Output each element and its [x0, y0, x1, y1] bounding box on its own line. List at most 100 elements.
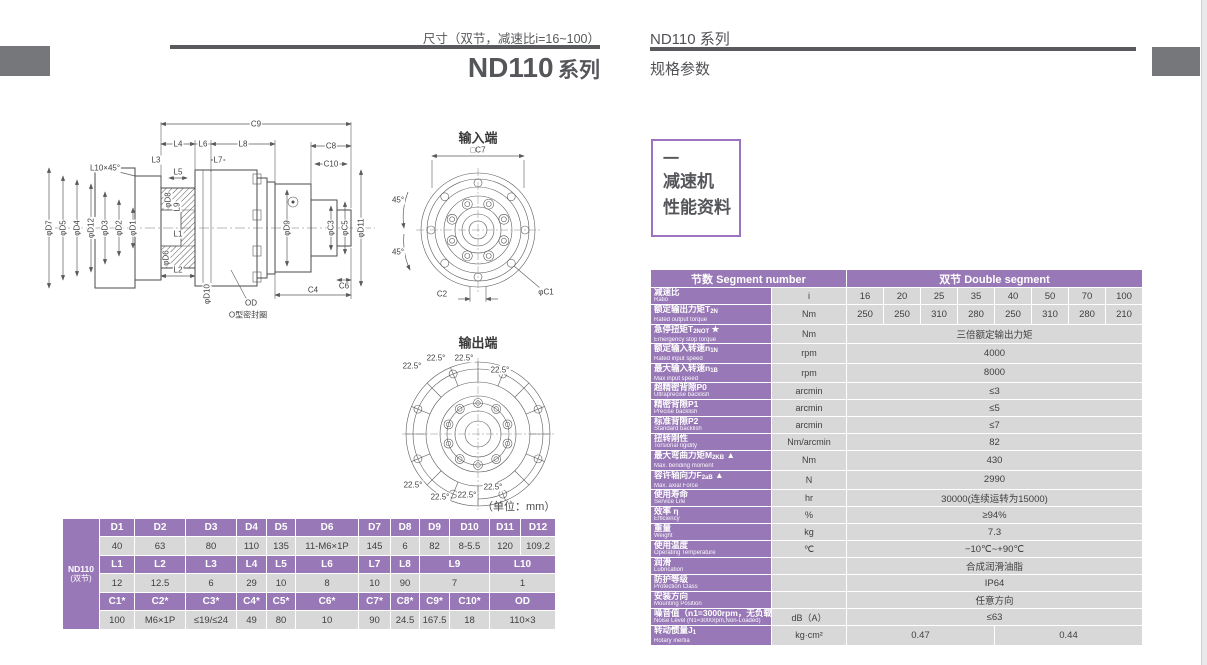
dim-label-pd12: φD12 — [86, 217, 96, 239]
dim-label-tr: 22.5° — [489, 365, 511, 375]
spec-value-cell: 30000(连续运转为15000) — [847, 490, 1142, 506]
dim-value-cell: 10 — [359, 574, 390, 592]
dim-label-pc5: φC5 — [340, 219, 350, 237]
dim-head-cell: C6* — [296, 593, 358, 610]
model-name: ND110 — [467, 52, 554, 83]
spec-row-label: 使用寿命 Service Life — [651, 490, 771, 506]
spec-row: 润滑 Lubrication 合成润滑油脂 — [651, 558, 1142, 574]
dim-head-cell: C7* — [359, 593, 390, 610]
dim-model-cell: ND110 (双节) — [63, 519, 99, 629]
dim-value-cell: 120 — [490, 537, 520, 555]
dim-head-cell: C5* — [267, 593, 295, 610]
dim-head-cell: C3* — [186, 593, 236, 610]
dim-label-l5: L5 — [172, 167, 184, 177]
spec-unit-cell: rpm — [772, 363, 846, 382]
dim-label-pc3: φC3 — [326, 219, 336, 237]
dim-head-cell: D7 — [359, 519, 390, 536]
dim-label-c7: □C7 — [469, 145, 487, 155]
dim-label-out_title: 输出端 — [458, 335, 498, 351]
spec-row-label: 标准背隙P2 Standard backlish — [651, 417, 771, 433]
dim-label-l9: L9 — [172, 201, 182, 213]
dim-label-pc1: φC1 — [537, 287, 555, 297]
dim-head-cell: D8 — [391, 519, 419, 536]
dim-head-cell: OD — [490, 593, 555, 610]
dim-head-cell: D9 — [420, 519, 449, 536]
spec-row: 额定输入转速n1N Rated input speed rpm 4000 — [651, 344, 1142, 363]
spec-unit-cell: arcmin — [772, 417, 846, 433]
spec-unit-cell: arcmin — [772, 383, 846, 399]
dim-value-cell: 49 — [237, 611, 266, 629]
spec-row: 最大输入转速n1B Max input speed rpm 8000 — [651, 363, 1142, 382]
spec-row-label: 急停扭矩T2NOT ★ Emergency stop torque — [651, 324, 771, 343]
spec-row-label: 效率 η Efficiency — [651, 507, 771, 523]
dim-label-pd4: φD4 — [72, 219, 82, 237]
spec-row: 急停扭矩T2NOT ★ Emergency stop torque Nm 三倍额定输出… — [651, 324, 1142, 343]
spec-row-label: 精密背隙P1 Precise backlish — [651, 400, 771, 416]
spec-unit-cell: ℃ — [772, 541, 846, 557]
spec-value-cell: 430 — [847, 451, 1142, 470]
left-title-rule — [170, 45, 600, 49]
spec-row-label: 减速比 Ratio — [651, 288, 771, 304]
spec-value-cell: ≤3 — [847, 383, 1142, 399]
spec-value-cell: ≤7 — [847, 417, 1142, 433]
dim-value-cell: 8-5.5 — [450, 537, 489, 555]
spec-unit-cell: rpm — [772, 344, 846, 363]
right-title-rule — [650, 47, 1136, 51]
dim-value-cell: 10 — [296, 611, 358, 629]
spec-row-label: 最大弯曲力矩M2KB ▲ Max. bending moment — [651, 451, 771, 470]
spec-value-cell: 82 — [847, 434, 1142, 450]
dim-head-cell: D5 — [267, 519, 295, 536]
spec-value-cell: 8000 — [847, 363, 1142, 382]
spec-header-right: 双节 Double segment — [847, 270, 1142, 287]
dim-label-pd11: φD11 — [356, 217, 366, 239]
dim-head-cell: C9* — [420, 593, 449, 610]
dim-label-a45a: 45° — [390, 195, 406, 205]
spec-row: 噪音值（n1=3000rpm，无负载） Noise Level (N1=3000r… — [651, 609, 1142, 625]
dim-value-cell: 6 — [186, 574, 236, 592]
dim-value-cell: 7 — [420, 574, 489, 592]
spec-unit-cell: Nm — [772, 324, 846, 343]
spec-row-label: 额定输入转速n1N Rated input speed — [651, 344, 771, 363]
spec-unit-cell: % — [772, 507, 846, 523]
dim-value-cell: 90 — [359, 611, 390, 629]
dim-label-pd10: φD10 — [202, 283, 212, 305]
dimension-note: 尺寸（双节，减速比i=16~100） — [422, 32, 600, 46]
dim-label-c9: C9 — [249, 119, 263, 129]
input-end-view: 输入端 □C7 45° 45° φC1 C2 — [390, 130, 575, 310]
spec-value-cell: 280 — [958, 305, 994, 324]
dim-head-cell: C1* — [100, 593, 134, 610]
left-corner-block — [0, 46, 50, 76]
dim-label-pd2: φD2 — [114, 219, 124, 237]
spec-header-left: 节数 Segment number — [651, 270, 846, 287]
spec-row: 超精密背隙P0 Ultraprecise backlish arcmin ≤3 — [651, 383, 1142, 399]
dim-head-cell: L10 — [490, 556, 555, 573]
dim-head-cell: L8 — [391, 556, 419, 573]
spec-unit-cell — [772, 592, 846, 608]
dim-label-c4: C4 — [306, 285, 320, 295]
spec-row: 使用温度 Operating Temperature ℃ −10℃~+90℃ — [651, 541, 1142, 557]
dim-label-l2: L2 — [172, 265, 184, 275]
dim-label-c8: C8 — [324, 141, 338, 151]
dim-head-cell: C8* — [391, 593, 419, 610]
dim-row: C1* C2* C3* C4* C5* C6* C7* C8* C9* C10* OD — [63, 593, 555, 610]
dim-head-cell: L9 — [420, 556, 489, 573]
spec-row-label: 超精密背隙P0 Ultraprecise backlish — [651, 383, 771, 399]
badge-line1: 减速机 — [663, 172, 714, 191]
dim-head-cell: L7 — [359, 556, 390, 573]
dim-label-l1: L1 — [172, 229, 184, 239]
dim-value-cell: 12 — [100, 574, 134, 592]
dim-label-br: 22.5° — [482, 482, 504, 492]
dim-head-cell: D3 — [186, 519, 236, 536]
dim-value-cell: 12.5 — [135, 574, 185, 592]
dim-value-cell: 90 — [391, 574, 419, 592]
spec-row-label: 转动惯量J1 Rotary inertia — [651, 626, 771, 645]
dim-head-cell: L2 — [135, 556, 185, 573]
dim-value-cell: M6×1P — [135, 611, 185, 629]
dim-value-cell: 110 — [237, 537, 266, 555]
spec-value-cell: 250 — [847, 305, 883, 324]
spec-value-cell: 310 — [1032, 305, 1068, 324]
output-end-view: 输出端 22.5° 22.5° 22.5° 22.5° 22.5° 22.5° 22.5° 22… — [388, 336, 583, 520]
dim-value-cell: 109.2 — [521, 537, 555, 555]
dim-value-cell: 80 — [186, 537, 236, 555]
